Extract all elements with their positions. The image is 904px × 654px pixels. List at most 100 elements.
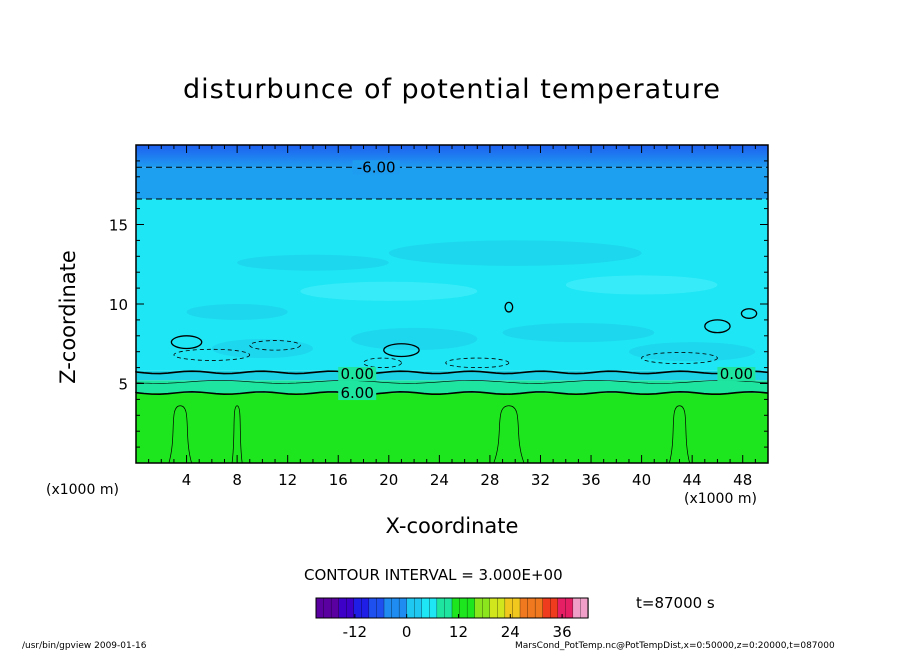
colorbar-cell xyxy=(383,597,393,619)
colorbar-tick-label: 36 xyxy=(553,623,572,641)
colorbar-cell xyxy=(376,597,385,619)
x-tick-label: 20 xyxy=(379,471,398,489)
x-tick-label: 8 xyxy=(232,471,242,489)
contour-line xyxy=(135,391,769,396)
x-tick-label: 12 xyxy=(278,471,297,489)
contour-label: -6.00 xyxy=(357,158,396,176)
colorbar-tick-label: 0 xyxy=(402,623,412,641)
contour-loop xyxy=(641,352,718,365)
colorbar-cell xyxy=(323,597,332,619)
x-tick-label: 32 xyxy=(531,471,550,489)
x-tick-label: 48 xyxy=(733,471,752,489)
contour-loop xyxy=(363,357,402,368)
field-patch xyxy=(388,240,642,266)
colorbar-cell xyxy=(565,597,574,619)
colorbar-cell xyxy=(504,597,514,619)
colorbar-cell xyxy=(444,597,453,619)
contour-plume xyxy=(168,405,192,464)
contour-plume xyxy=(493,405,525,464)
contour-loop xyxy=(504,301,514,313)
field-patch xyxy=(628,342,756,362)
x-tick-label: 24 xyxy=(430,471,449,489)
colorbar-frame xyxy=(315,597,589,619)
colorbar-cell xyxy=(330,597,340,619)
colorbar-cell xyxy=(489,597,498,619)
chart-title: disturbunce of potential temperature xyxy=(183,74,721,105)
contour-label-bg xyxy=(352,160,400,175)
colorbar-cell xyxy=(474,597,483,619)
colorbar-cell xyxy=(429,597,438,619)
contour-line xyxy=(135,370,769,375)
contour-loop xyxy=(704,319,731,334)
y-tick-label: 10 xyxy=(109,296,128,314)
contour-loop xyxy=(173,348,251,361)
colorbar-tick-label: -12 xyxy=(343,623,368,641)
contour-loop xyxy=(249,340,301,351)
field-patch xyxy=(502,323,655,343)
colorbar-cell xyxy=(368,597,378,619)
colorbar-cell xyxy=(466,597,476,619)
x-tick-label: 36 xyxy=(581,471,600,489)
x-tick-label: 28 xyxy=(480,471,499,489)
colorbar-cell xyxy=(519,597,529,619)
x-tick-label: 4 xyxy=(182,471,192,489)
colorbar-tick-label: 24 xyxy=(501,623,520,641)
colorbar-cell xyxy=(497,597,506,619)
contour-label-bg xyxy=(338,366,377,381)
colorbar-cell xyxy=(406,597,415,619)
colorbar-cell xyxy=(436,597,446,619)
colorbar-cell xyxy=(459,597,468,619)
contour-line xyxy=(135,380,769,384)
contour-loop xyxy=(383,343,420,358)
y-tick-label: 5 xyxy=(118,376,128,394)
x-tick-label: 44 xyxy=(683,471,702,489)
field-layer xyxy=(136,380,768,394)
x-axis-unit-left: (x1000 m) xyxy=(46,482,119,498)
contour-label: 6.00 xyxy=(340,384,373,402)
contour-loop xyxy=(740,308,758,319)
contour-plume xyxy=(231,405,243,464)
field-patch xyxy=(211,338,313,359)
colorbar-cell xyxy=(534,597,544,619)
field-patch xyxy=(565,275,718,295)
colorbar-cell xyxy=(361,597,370,619)
contour-plume xyxy=(669,405,690,464)
x-tick-label: 16 xyxy=(329,471,348,489)
field-layer xyxy=(136,145,768,168)
colorbar-cell xyxy=(512,597,521,619)
colorbar-cell xyxy=(572,597,582,619)
contour-label-bg xyxy=(717,366,756,381)
colorbar-cell xyxy=(482,597,491,619)
colorbar-tick-label: 12 xyxy=(449,623,468,641)
x-axis-label: X-coordinate xyxy=(385,514,519,538)
colorbar-cell xyxy=(398,597,408,619)
colorbar-cell xyxy=(421,597,430,619)
colorbar-cell xyxy=(580,597,589,619)
contour-label-bg xyxy=(338,386,377,401)
contour-label: 0.00 xyxy=(340,365,373,383)
contour-loop xyxy=(170,335,203,350)
field-layer xyxy=(136,167,768,200)
colorbar-cell xyxy=(338,597,347,619)
field-patch xyxy=(350,327,478,351)
x-axis-unit-right: (x1000 m) xyxy=(684,491,757,507)
field-patch xyxy=(186,304,288,320)
colorbar-cell xyxy=(315,597,325,619)
contour-label: 0.00 xyxy=(720,365,753,383)
colorbar-cell xyxy=(414,597,423,619)
contour-interval-label: CONTOUR INTERVAL = 3.000E+00 xyxy=(304,566,563,584)
colorbar-cell xyxy=(346,597,355,619)
footer-program: /usr/bin/gpview 2009-01-16 xyxy=(22,641,147,651)
field-layer xyxy=(136,370,768,381)
field-patch xyxy=(237,254,389,271)
colorbar-cell xyxy=(391,597,400,619)
field-patch xyxy=(300,281,478,301)
y-tick-label: 15 xyxy=(109,217,128,235)
colorbar-cell xyxy=(550,597,559,619)
colorbar-cell xyxy=(542,597,551,619)
time-label: t=87000 s xyxy=(636,594,715,612)
footer-source: MarsCond_PotTemp.nc@PotTempDist,x=0:5000… xyxy=(515,641,835,651)
colorbar-cell xyxy=(527,597,536,619)
x-tick-label: 40 xyxy=(632,471,651,489)
